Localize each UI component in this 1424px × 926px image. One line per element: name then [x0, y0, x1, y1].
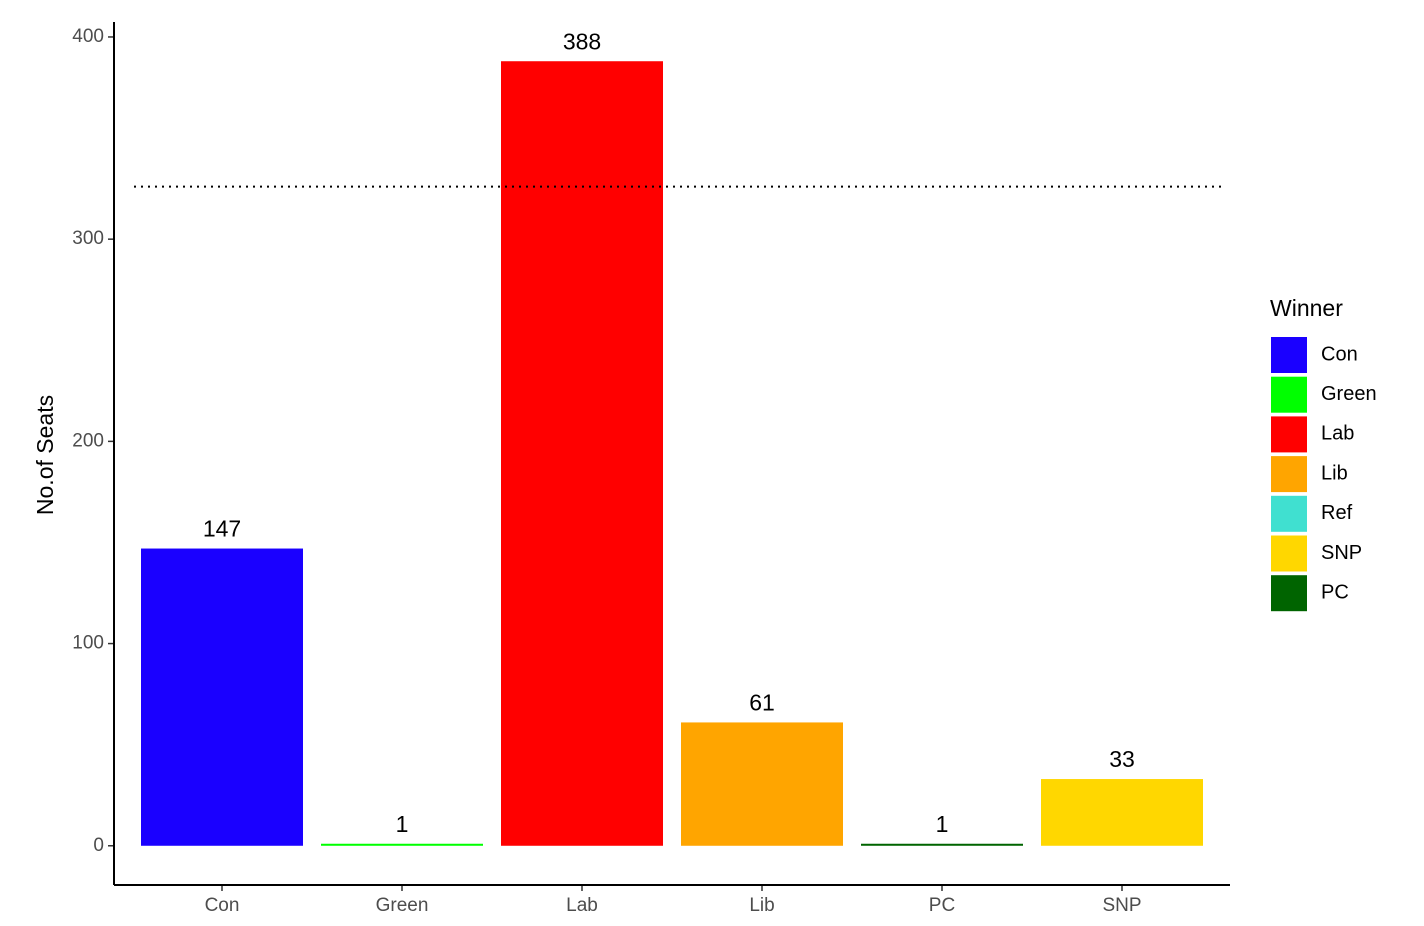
legend-key: [1271, 456, 1307, 493]
legend-label: Ref: [1321, 502, 1353, 524]
bar: [681, 722, 843, 846]
x-tick-label: Lib: [749, 895, 774, 916]
legend-label: PC: [1321, 581, 1349, 603]
x-tick-label: Green: [376, 895, 429, 916]
value-label: 388: [563, 28, 601, 54]
y-tick-label: 100: [72, 633, 104, 654]
bar: [1041, 779, 1203, 846]
legend-key: [1271, 416, 1307, 453]
legend-key: [1271, 575, 1307, 612]
legend-title: Winner: [1270, 295, 1343, 321]
value-label: 1: [396, 811, 409, 837]
value-label: 1: [936, 811, 949, 837]
bar: [141, 548, 303, 846]
x-tick-label: Con: [205, 895, 240, 916]
bar: [321, 843, 483, 846]
legend-key: [1271, 376, 1307, 413]
legend-label: Green: [1321, 383, 1377, 405]
x-tick-label: SNP: [1102, 895, 1141, 916]
y-tick-label: 400: [72, 26, 104, 47]
value-label: 61: [749, 690, 775, 716]
y-axis-title: No.of Seats: [32, 395, 58, 515]
y-tick-label: 300: [72, 228, 104, 249]
y-tick-label: 200: [72, 430, 104, 451]
legend-label: SNP: [1321, 542, 1362, 564]
bar: [501, 61, 663, 846]
legend-key: [1271, 495, 1307, 532]
y-tick-label: 0: [93, 835, 104, 856]
bar: [861, 843, 1023, 846]
legend-label: Lab: [1321, 423, 1354, 445]
legend-label: Con: [1321, 343, 1358, 365]
legend-key: [1271, 337, 1307, 373]
legend-label: Lib: [1321, 462, 1348, 484]
x-tick-label: Lab: [566, 895, 598, 916]
value-label: 33: [1109, 746, 1135, 772]
x-tick-label: PC: [929, 895, 955, 916]
value-label: 147: [203, 516, 241, 542]
legend-key: [1271, 535, 1307, 572]
